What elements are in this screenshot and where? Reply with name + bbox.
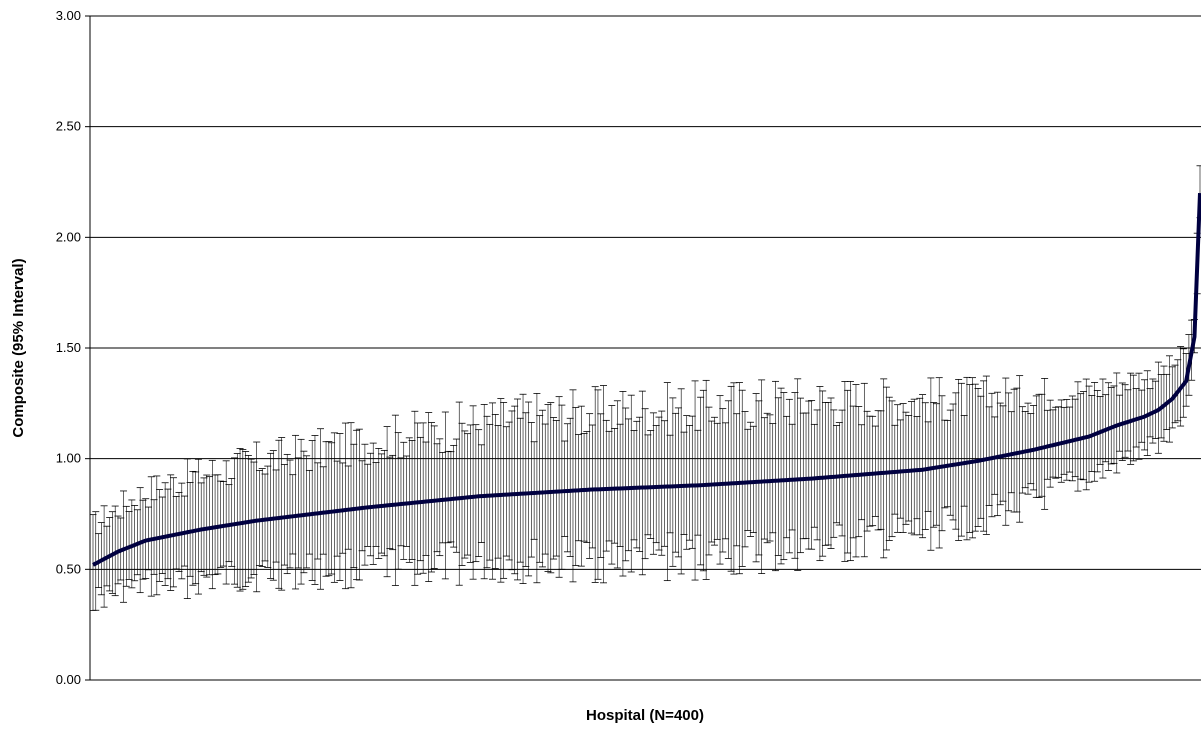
y-tick-label: 2.50 — [56, 119, 81, 134]
y-tick-label: 1.50 — [56, 340, 81, 355]
composite-median-line — [92, 192, 1201, 567]
grid-layer — [90, 15, 1201, 570]
y-tick-label: 3.00 — [56, 8, 81, 23]
y-tick-label: 2.00 — [56, 229, 81, 244]
y-axis-title: Composite (95% Interval) — [10, 258, 27, 437]
axis-layer: 0.00 0.50 1.00 1.50 2.00 2.50 3.00 — [56, 8, 1201, 687]
errorbar-layer — [89, 165, 1201, 611]
x-axis-title: Hospital (N=400) — [586, 707, 704, 724]
y-tick-label: 0.50 — [56, 561, 81, 576]
label-layer: Composite (95% Interval) Hospital (N=400… — [10, 258, 704, 724]
line-layer — [92, 192, 1201, 567]
y-tick-label: 1.00 — [56, 451, 81, 466]
y-tick-label: 0.00 — [56, 672, 81, 687]
